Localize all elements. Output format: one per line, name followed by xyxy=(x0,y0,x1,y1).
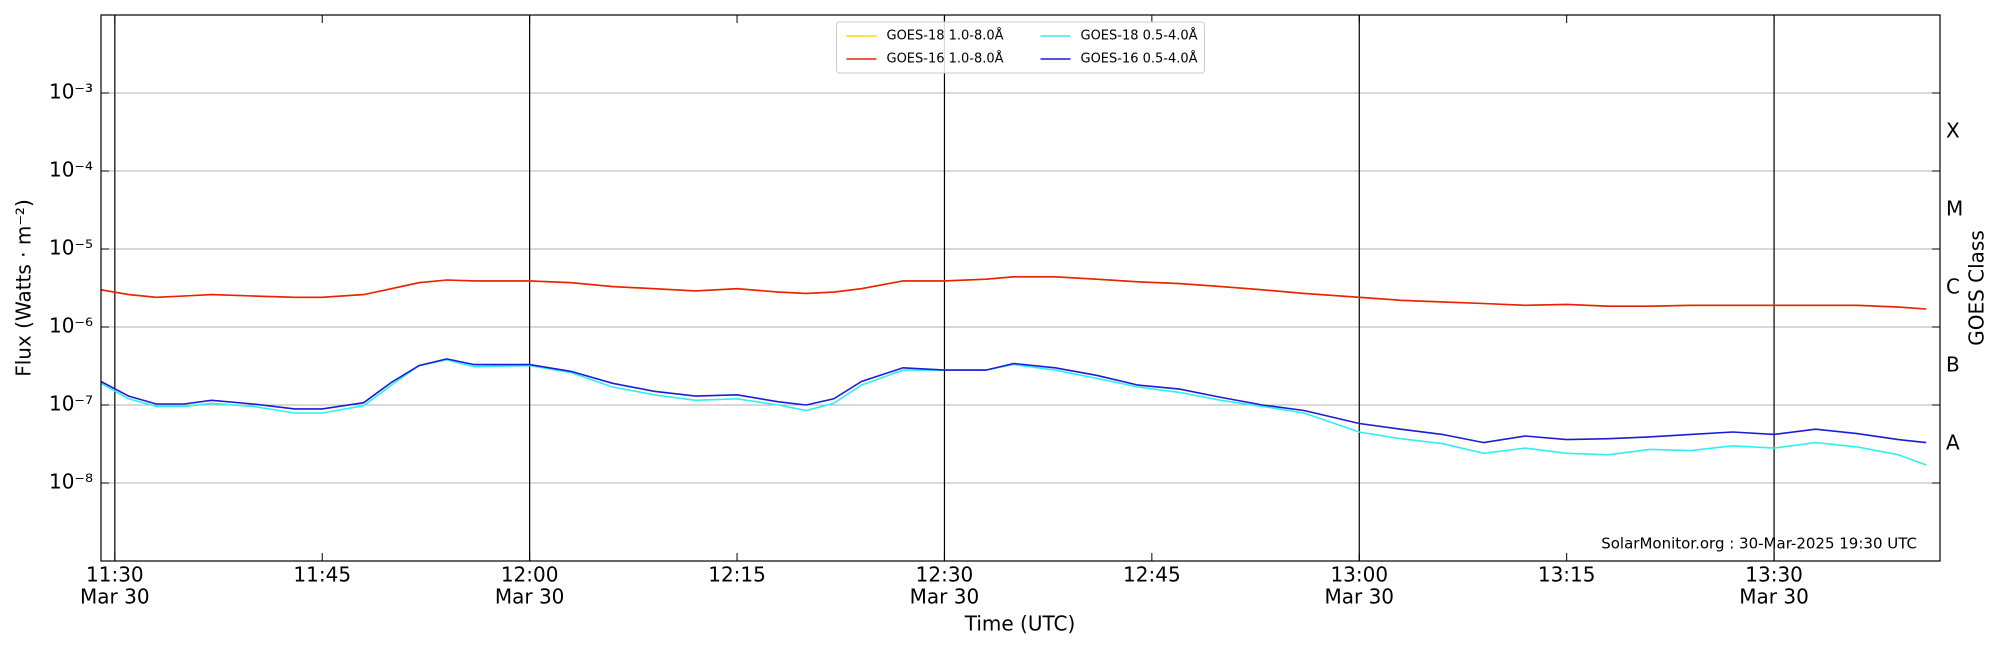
x-axis-label: Time (UTC) xyxy=(964,612,1076,636)
y2-tick-label: B xyxy=(1946,353,1960,377)
x-tick-label: 12:45 xyxy=(1123,563,1181,587)
x-tick-label: 13:00 xyxy=(1330,563,1388,587)
x-tick-date: Mar 30 xyxy=(1739,585,1809,609)
lines-layer xyxy=(100,276,1927,466)
x-tick-date: Mar 30 xyxy=(1324,585,1394,609)
x-tick-date: Mar 30 xyxy=(495,585,565,609)
y2-tick-label: A xyxy=(1946,431,1960,455)
y-axis-label: Flux (Watts · m⁻²) xyxy=(12,199,36,377)
x-tick-label: 12:30 xyxy=(916,563,974,587)
y-tick-label: 10⁻⁶ xyxy=(49,314,93,338)
grid-layer xyxy=(101,15,1940,561)
y-tick-label: 10⁻⁵ xyxy=(49,236,93,260)
x-tick-label: 13:30 xyxy=(1745,563,1803,587)
y2-axis-label: GOES Class xyxy=(1965,230,1989,346)
x-tick-label: 11:45 xyxy=(293,563,351,587)
plot-frame xyxy=(100,14,1941,562)
legend-label: GOES-16 1.0-8.0Å xyxy=(887,51,1004,67)
y-tick-label: 10⁻⁸ xyxy=(49,470,93,494)
y2-tick-label: C xyxy=(1946,275,1960,299)
legend-label: GOES-18 0.5-4.0Å xyxy=(1081,28,1198,44)
x-tick-date: Mar 30 xyxy=(80,585,150,609)
legend-label: GOES-16 0.5-4.0Å xyxy=(1081,51,1198,67)
series-line xyxy=(100,358,1927,444)
x-tick-label: 11:30 xyxy=(86,563,144,587)
y-tick-label: 10⁻⁴ xyxy=(49,158,93,182)
x-tick-label: 13:15 xyxy=(1538,563,1596,587)
legend-box xyxy=(836,21,1205,74)
x-tick-date: Mar 30 xyxy=(910,585,980,609)
x-tick-label: 12:00 xyxy=(501,563,559,587)
y-tick-label: 10⁻³ xyxy=(49,80,93,104)
annotation: SolarMonitor.org : 30-Mar-2025 19:30 UTC xyxy=(1601,535,1917,553)
y-tick-label: 10⁻⁷ xyxy=(49,392,93,416)
y2-tick-label: X xyxy=(1946,119,1960,143)
y2-tick-label: M xyxy=(1946,197,1963,221)
x-tick-label: 12:15 xyxy=(708,563,766,587)
series-line xyxy=(100,276,1927,310)
legend-label: GOES-18 1.0-8.0Å xyxy=(887,28,1004,44)
